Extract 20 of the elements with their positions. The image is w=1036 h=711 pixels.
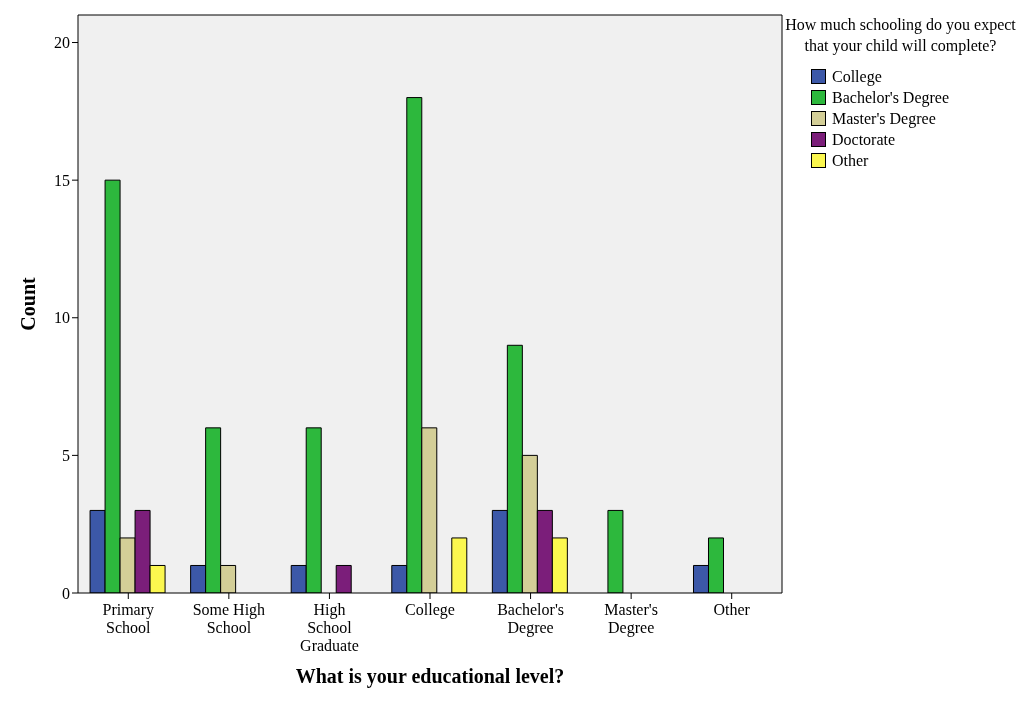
y-tick-label: 5 xyxy=(62,447,70,465)
legend-title: How much schooling do you expect that your child will complete? xyxy=(784,15,1017,56)
x-tick-label: High School Graduate xyxy=(300,601,359,654)
x-tick-label: Bachelor's Degree xyxy=(497,601,564,637)
legend-label: Master's Degree xyxy=(832,109,936,128)
x-tick-label: College xyxy=(405,601,455,619)
legend-label: College xyxy=(832,67,882,86)
legend-label: Doctorate xyxy=(832,130,896,149)
y-tick-label: 20 xyxy=(54,34,70,52)
y-tick-label: 10 xyxy=(54,309,70,327)
legend-label: Bachelor's Degree xyxy=(832,88,950,107)
legend-label: Other xyxy=(832,151,869,170)
x-tick-label: Master's Degree xyxy=(604,601,658,637)
y-tick-label: 15 xyxy=(54,171,70,189)
x-tick-label: Primary School xyxy=(102,601,155,636)
y-tick-label: 0 xyxy=(62,584,70,602)
x-tick-label: Some High School xyxy=(192,601,266,636)
y-axis-title: Count xyxy=(17,276,40,331)
x-axis-title: What is your educational level? xyxy=(295,665,565,688)
x-tick-label: Other xyxy=(713,601,751,618)
